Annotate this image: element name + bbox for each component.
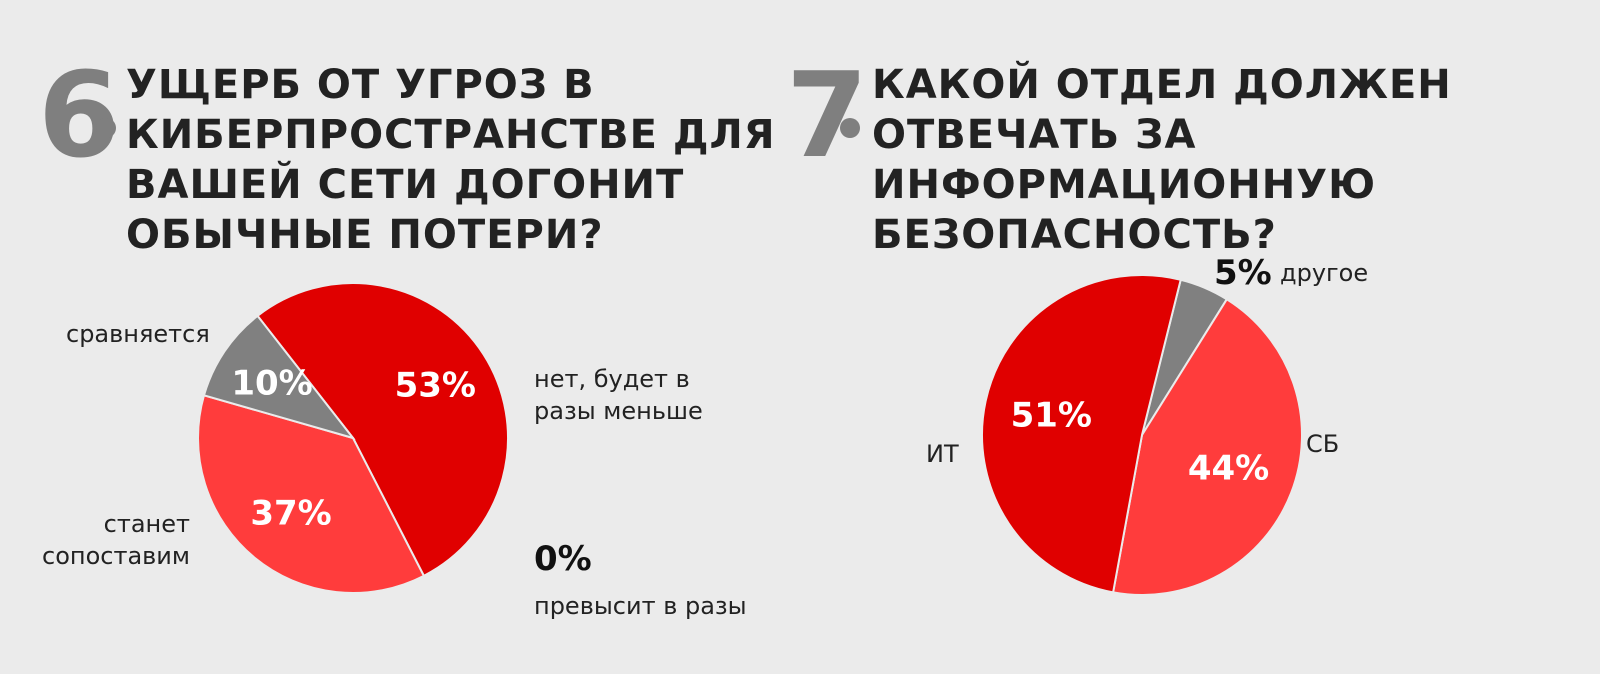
number-dot — [840, 118, 860, 138]
slice-percent-label: 53% — [395, 365, 476, 405]
label-exceed: превысит в разы — [534, 592, 747, 620]
pct-exceed: 0% — [534, 539, 592, 579]
question-title: УЩЕРБ ОТ УГРОЗ В КИБЕРПРОСТРАНСТВЕ ДЛЯ В… — [126, 60, 776, 260]
title-line: ОБЫЧНЫЕ ПОТЕРИ? — [126, 212, 604, 258]
pie-slice — [981, 274, 1182, 594]
label-other: другое — [1280, 259, 1369, 287]
pie-slice — [202, 314, 356, 440]
question-number: 7 — [786, 46, 868, 184]
pie-chart-damage: 53% 37% 10% — [197, 282, 509, 594]
title-line: БЕЗОПАСНОСТЬ? — [872, 212, 1277, 258]
pct-other: 5% — [1214, 253, 1272, 293]
question-title: КАКОЙ ОТДЕЛ ДОЛЖЕН ОТВЕЧАТЬ ЗА ИНФОРМАЦИ… — [872, 60, 1452, 260]
label-no-less: нет, будет в разы меньше — [534, 365, 703, 425]
slice-percent-label: 51% — [1011, 395, 1092, 435]
slice-percent-label: 37% — [250, 493, 331, 533]
title-line: ОТВЕЧАТЬ ЗА — [872, 112, 1197, 158]
pie-slice — [256, 282, 509, 578]
label-it: ИТ — [926, 440, 959, 468]
label-comparable: станет сопоставим — [42, 510, 190, 570]
pie-slice — [197, 394, 426, 594]
pie-chart-department: 44% 51% — [981, 274, 1303, 596]
question-number: 6 — [38, 46, 120, 184]
title-line: УЩЕРБ ОТ УГРОЗ В — [126, 62, 595, 108]
label-equal: сравняется — [66, 320, 210, 348]
number-dot — [96, 118, 116, 138]
slice-percent-label: 44% — [1188, 449, 1269, 489]
title-line: ИНФОРМАЦИОННУЮ — [872, 162, 1377, 208]
slice-percent-label: 10% — [231, 363, 312, 403]
label-sb: СБ — [1306, 430, 1340, 458]
title-line: КАКОЙ ОТДЕЛ ДОЛЖЕН — [872, 62, 1452, 108]
pie-slice — [1111, 297, 1303, 596]
title-line: КИБЕРПРОСТРАНСТВЕ ДЛЯ — [126, 112, 776, 158]
title-line: ВАШЕЙ СЕТИ ДОГОНИТ — [126, 162, 685, 208]
